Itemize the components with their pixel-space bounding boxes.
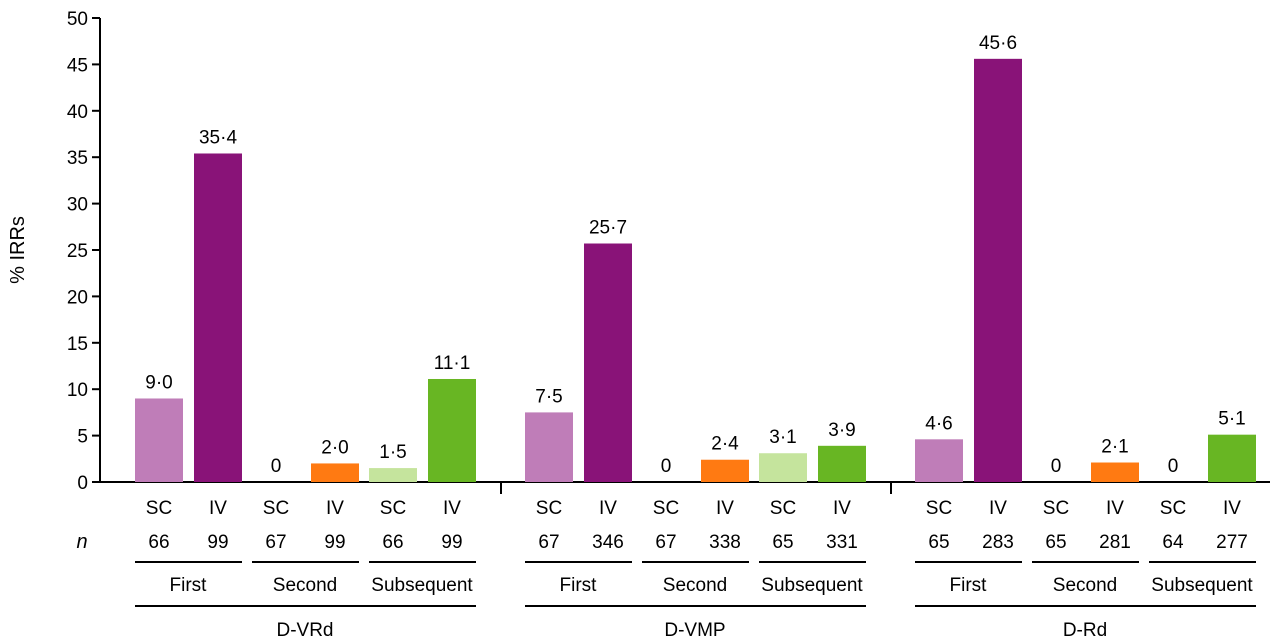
n-value: 283: [982, 532, 1014, 553]
route-label: SC: [263, 498, 289, 519]
regimen-label: D-VMP: [664, 620, 725, 641]
bar: [818, 445, 866, 482]
bar-value-label: 11·1: [434, 353, 471, 374]
route-label: IV: [989, 498, 1007, 519]
bar: [974, 58, 1022, 482]
n-value: 346: [592, 532, 624, 553]
bar-value-label: 7·5: [535, 386, 562, 407]
bar: [428, 378, 476, 482]
n-value: 64: [1162, 532, 1184, 553]
n-value: 67: [538, 532, 559, 553]
y-tick-label: 50: [67, 9, 88, 30]
bar: [1208, 434, 1256, 482]
bar-value-label: 9·0: [145, 372, 172, 393]
bar-value-label: 0: [1168, 456, 1179, 477]
n-value: 277: [1216, 532, 1248, 553]
y-tick-label: 5: [77, 427, 88, 448]
y-tick-label: 25: [67, 241, 88, 262]
n-value: 67: [655, 532, 676, 553]
n-value: 99: [441, 532, 462, 553]
bar: [759, 453, 807, 482]
y-tick-label: 40: [67, 102, 88, 123]
bar-labels: 9·0 35·4 0 2·0 1·5 11·1 7·5 25·7 0 2·4 3·1 3·9 4·6 45…: [145, 33, 1245, 477]
y-axis: 0 5 10 15 20 25 30 35 40 45 50: [67, 9, 101, 494]
bar: [135, 398, 183, 482]
route-label: IV: [443, 498, 461, 519]
route-label: IV: [1223, 498, 1241, 519]
n-row-label: n: [76, 531, 87, 553]
dose-label: First: [560, 575, 598, 596]
route-label: IV: [326, 498, 344, 519]
route-label: IV: [599, 498, 617, 519]
y-tick-label: 0: [77, 473, 88, 494]
route-label: IV: [209, 498, 227, 519]
bar-value-label: 0: [1051, 456, 1062, 477]
bar-value-label: 35·4: [199, 127, 237, 148]
dose-label: Subsequent: [761, 575, 863, 596]
category-labels: SC 66 IV 99 First SC 67 IV 99 Second SC 66 IV 99 Subse…: [135, 498, 1256, 641]
bar-value-label: 45·6: [979, 33, 1017, 54]
route-label: SC: [653, 498, 679, 519]
regimen-label: D-Rd: [1063, 620, 1107, 641]
dose-label: First: [170, 575, 208, 596]
bar-value-label: 2·0: [321, 437, 348, 458]
route-label: IV: [833, 498, 851, 519]
route-label: SC: [146, 498, 172, 519]
n-value: 338: [709, 532, 741, 553]
bar-value-label: 25·7: [589, 218, 627, 239]
y-tick-label: 30: [67, 195, 88, 216]
route-label: SC: [536, 498, 562, 519]
bar-value-label: 1·5: [379, 442, 406, 463]
n-value: 66: [382, 532, 403, 553]
dose-label: Second: [273, 575, 337, 596]
bar-value-label: 3·9: [828, 420, 855, 441]
route-label: SC: [380, 498, 406, 519]
n-value: 99: [324, 532, 345, 553]
bar: [525, 412, 573, 482]
bar-value-label: 3·1: [769, 427, 796, 448]
route-label: SC: [1043, 498, 1069, 519]
n-value: 67: [265, 532, 286, 553]
y-tick-label: 10: [67, 380, 88, 401]
bar-value-label: 2·1: [1101, 437, 1128, 458]
bar-value-label: 4·6: [925, 413, 952, 434]
bar: [701, 459, 749, 482]
n-value: 66: [148, 532, 169, 553]
route-label: IV: [1106, 498, 1124, 519]
n-value: 99: [207, 532, 228, 553]
bars: [135, 58, 1256, 482]
regimen-label: D-VRd: [276, 620, 333, 641]
dose-label: Second: [1053, 575, 1117, 596]
y-axis-title: % IRRs: [7, 216, 29, 284]
y-tick-label: 15: [67, 334, 88, 355]
n-value: 281: [1099, 532, 1131, 553]
bar: [915, 439, 963, 482]
bar: [369, 468, 417, 482]
dose-label: Subsequent: [371, 575, 473, 596]
dose-label: Second: [663, 575, 727, 596]
y-tick-label: 20: [67, 287, 88, 308]
route-label: SC: [926, 498, 952, 519]
bar: [1091, 462, 1139, 482]
y-tick-label: 45: [67, 55, 88, 76]
bar-value-label: 0: [661, 456, 672, 477]
route-label: SC: [770, 498, 796, 519]
bar: [194, 153, 242, 482]
route-label: IV: [716, 498, 734, 519]
n-value: 65: [772, 532, 793, 553]
n-value: 331: [826, 532, 858, 553]
dose-label: First: [950, 575, 988, 596]
y-tick-label: 35: [67, 148, 88, 169]
bar-value-label: 5·1: [1218, 409, 1245, 430]
n-value: 65: [1045, 532, 1066, 553]
n-value: 65: [928, 532, 949, 553]
bar: [584, 243, 632, 482]
dose-label: Subsequent: [1151, 575, 1253, 596]
bar-value-label: 2·4: [711, 434, 739, 455]
x-axis: [100, 481, 1270, 494]
bar: [311, 463, 359, 482]
route-label: SC: [1160, 498, 1186, 519]
bar-value-label: 0: [271, 456, 282, 477]
